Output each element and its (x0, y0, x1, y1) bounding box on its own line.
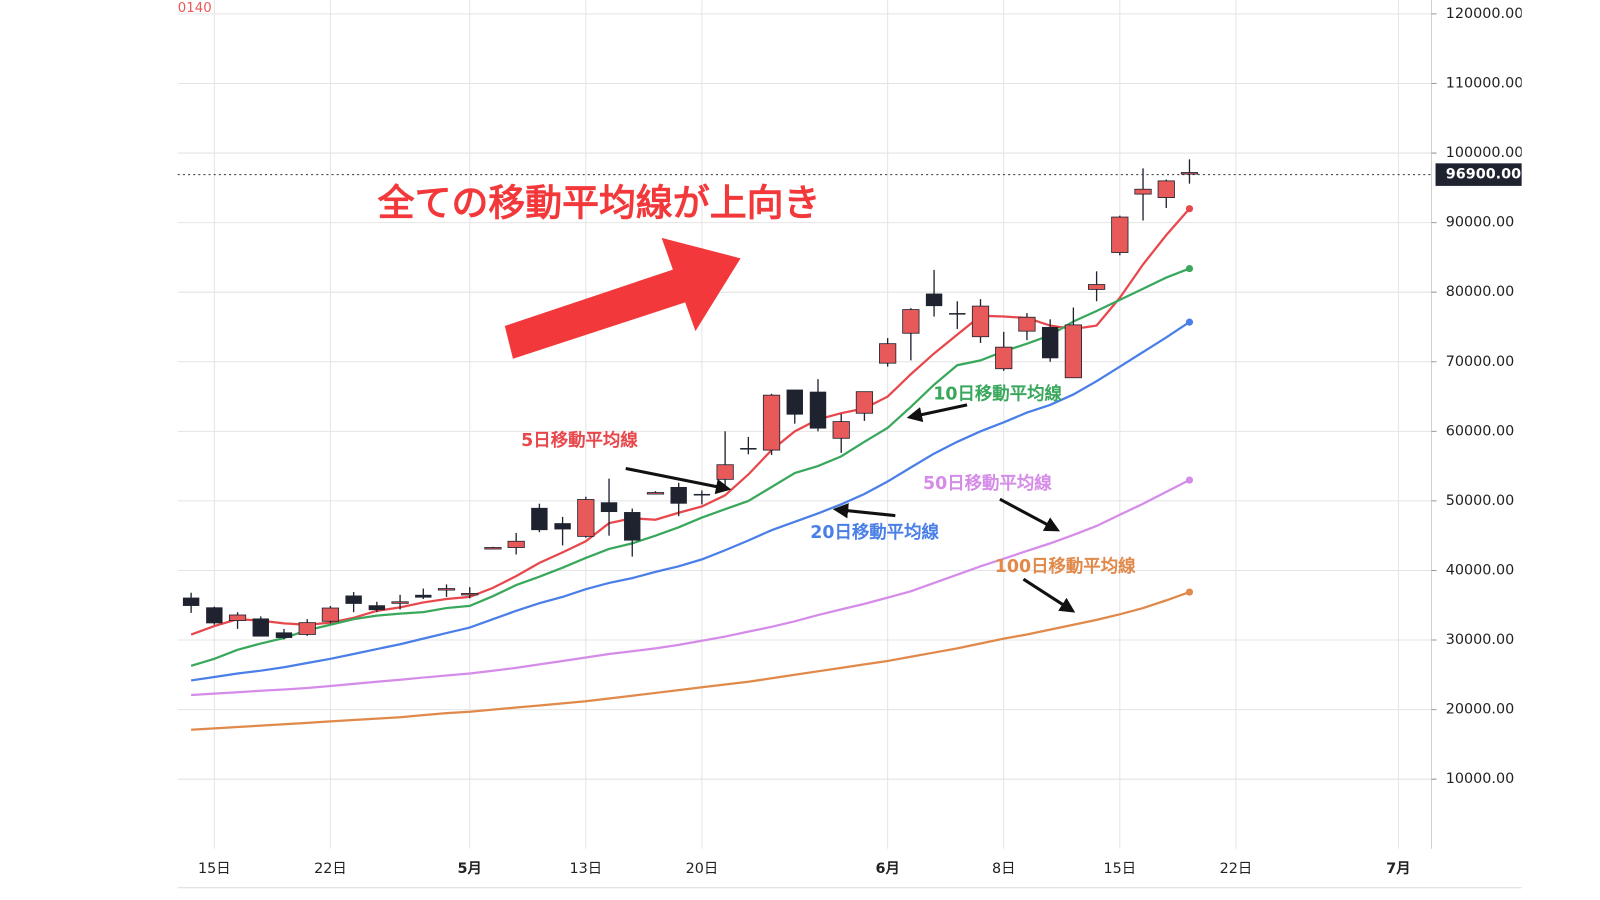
y-tick-label: 20000.00 (1446, 702, 1514, 718)
candle-body (762, 394, 781, 451)
series-label: 20日移動平均線 (810, 522, 939, 543)
candle-body (554, 523, 571, 530)
y-tick-label: 70000.00 (1446, 354, 1514, 370)
y-tick-label: 100000.00 (1446, 145, 1524, 161)
candle-body (1064, 324, 1082, 379)
candle-body (531, 507, 548, 531)
candle-body (902, 309, 920, 334)
ma-end-dot (1185, 264, 1194, 273)
last-price-label: 96900.00 (1446, 167, 1521, 183)
big-arrow (504, 237, 741, 359)
candle-body (182, 597, 200, 606)
pointer-arrow (625, 466, 732, 495)
candle-body (971, 305, 990, 338)
ma-end-dot (1185, 476, 1194, 484)
candle-body (786, 389, 803, 415)
series-label: 5日移動平均線 (521, 430, 638, 451)
series-label: 50日移動平均線 (923, 473, 1052, 494)
candle-body (1087, 284, 1106, 290)
candle-body (461, 593, 479, 596)
candle-body (228, 614, 247, 621)
x-tick-label: 7月 (1386, 860, 1410, 877)
y-tick-label: 40000.00 (1446, 562, 1514, 578)
x-tick-label: 22日 (314, 861, 347, 877)
ma-line (190, 321, 1191, 682)
y-tick-label: 60000.00 (1446, 423, 1514, 439)
candle-body (1111, 216, 1129, 253)
marks (177, 159, 1432, 731)
candle-body (832, 421, 850, 439)
candle-body (415, 594, 432, 598)
y-tick-label: 10000.00 (1446, 771, 1514, 787)
candle-body (368, 605, 386, 611)
y-tick-label: 80000.00 (1446, 284, 1514, 300)
candle-body (855, 391, 874, 414)
candle-body (1134, 188, 1152, 195)
candle-body (206, 607, 223, 624)
candle-body (577, 499, 595, 537)
candle-body (1018, 316, 1036, 332)
ma-end-dot (1185, 588, 1194, 596)
candle-body (275, 632, 293, 638)
candle-body (670, 486, 687, 504)
series-label: 100日移動平均線 (995, 556, 1136, 577)
candle-body (298, 622, 316, 635)
candle-body (600, 502, 618, 513)
candle-body (949, 313, 966, 315)
candle-body (646, 492, 665, 495)
candle-body (925, 293, 943, 307)
candle-body (624, 512, 641, 541)
pointer-arrow (1022, 577, 1076, 613)
y-tick-label: 110000.00 (1446, 75, 1524, 91)
y-tick-label: 50000.00 (1446, 493, 1514, 509)
pointer-arrow (999, 497, 1060, 532)
x-tick-label: 8日 (992, 861, 1015, 877)
candle-body (740, 448, 757, 450)
candle-body (437, 588, 456, 591)
annotations: 全ての移動平均線が上向き 0140 5日移動平均線 10日移動平均線 20日移動平均… (178, 1, 1136, 613)
ma-end-dot (1185, 318, 1194, 326)
axes: 10000.00 20000.00 30000.00 40000.00 50000.00… (198, 6, 1524, 877)
candle-body (1157, 180, 1175, 198)
candle-body (716, 464, 734, 480)
candle-body (1180, 172, 1199, 175)
series-label: 10日移動平均線 (933, 384, 1062, 405)
candle-body (1041, 326, 1059, 359)
corner-text: 0140 (178, 1, 212, 16)
x-tick-label: 5月 (458, 860, 482, 877)
x-tick-label: 6月 (875, 860, 899, 877)
ma-end-dot (1185, 205, 1194, 213)
candle-body (345, 595, 362, 604)
candle-body (995, 346, 1013, 370)
grid (177, 0, 1522, 889)
x-tick-label: 15日 (1104, 861, 1137, 877)
candle-body (484, 547, 502, 550)
candle-body (321, 607, 340, 622)
x-tick-label: 13日 (570, 861, 603, 877)
ma-line (191, 591, 1190, 731)
candle-body (507, 540, 525, 548)
ma-line (190, 267, 1190, 667)
y-tick-label: 30000.00 (1446, 632, 1514, 648)
candle-body (252, 618, 269, 637)
y-tick-label: 120000.00 (1446, 6, 1524, 22)
candle-body (809, 391, 827, 429)
y-tick-label: 90000.00 (1446, 215, 1514, 231)
last-price-badge (1435, 163, 1522, 186)
candle-body (693, 493, 711, 496)
x-tick-label: 22日 (1220, 861, 1253, 877)
ma-line (191, 479, 1190, 697)
candle-body (879, 343, 897, 364)
x-tick-label: 20日 (686, 861, 719, 877)
pointer-arrow (832, 503, 896, 519)
pointer-arrow (906, 403, 968, 423)
x-tick-label: 15日 (198, 861, 231, 877)
candle-body (391, 601, 409, 604)
chart-title: 全ての移動平均線が上向き (377, 182, 821, 225)
